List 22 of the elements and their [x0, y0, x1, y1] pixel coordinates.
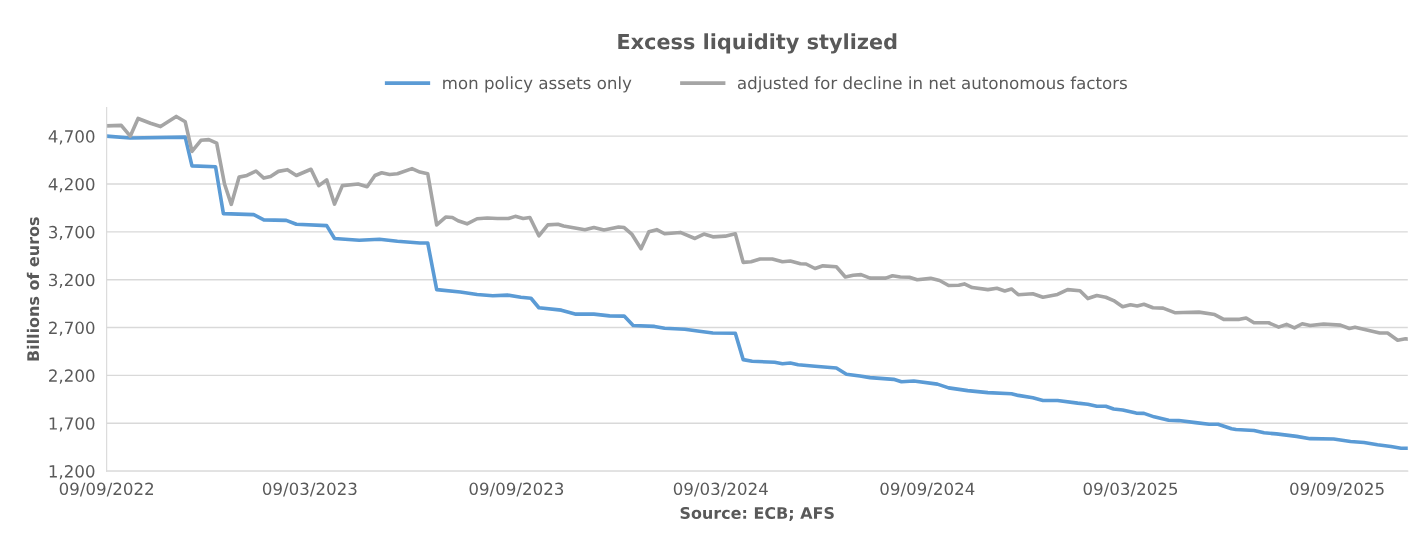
x-tick-label: 09/09/2025 [1290, 482, 1384, 497]
chart-title: Excess liquidity stylized [618, 33, 897, 54]
x-axis-title: Source: ECB; AFS [680, 506, 834, 522]
x-tick-label: 09/03/2025 [1083, 482, 1178, 497]
legend-label: adjusted for decline in net autonomous factors [737, 76, 1127, 93]
y-tick-label: 3,700 [49, 225, 95, 241]
line-series [106, 114, 1408, 342]
y-axis-title: Billions of euros [26, 217, 40, 361]
y-tick-label: 3,200 [49, 273, 95, 288]
y-tick-label: 2,200 [49, 369, 95, 384]
y-tick-label: 1,200 [49, 465, 95, 480]
x-tick-label: 09/03/2024 [673, 482, 768, 497]
y-tick-label: 2,700 [49, 321, 95, 336]
line-series [106, 134, 1408, 451]
y-tick-label: 4,200 [48, 177, 95, 193]
x-tick-label: 09/03/2023 [262, 482, 357, 497]
y-tick-label: 1,700 [49, 417, 95, 432]
x-tick-label: 09/09/2024 [880, 482, 975, 497]
legend-label: mon policy assets only [443, 76, 632, 93]
y-tick-label: 4,700 [48, 130, 95, 145]
x-tick-label: 09/09/2023 [469, 482, 564, 497]
x-tick-label: 09/09/2022 [59, 482, 154, 497]
